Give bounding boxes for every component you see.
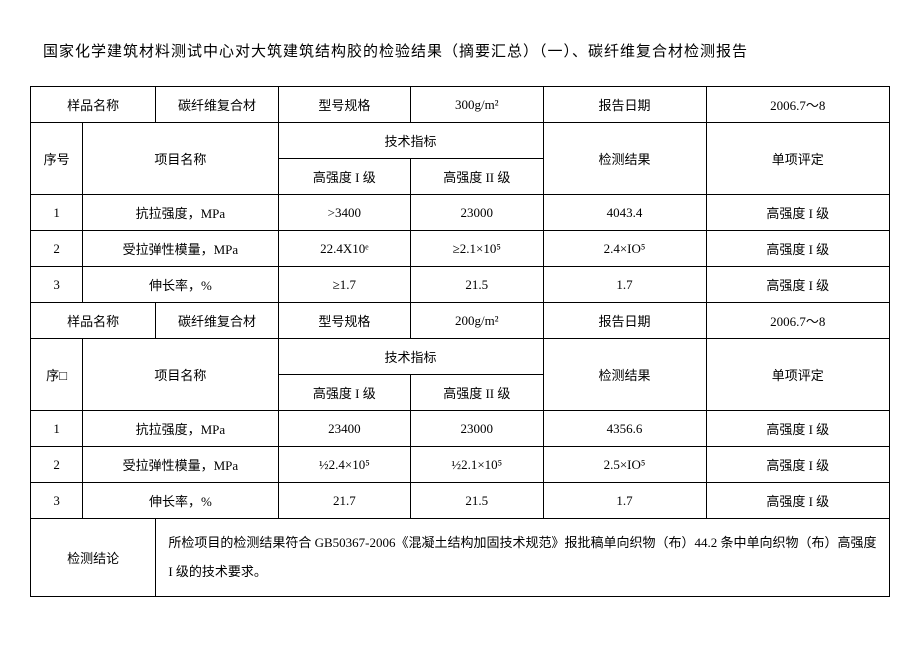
cell-g2: 21.5 [411,267,543,303]
label-test-result: 检测结果 [543,123,706,195]
sample-value: 碳纤维复合材 [156,87,278,123]
label-sample-name: 样品名称 [31,87,156,123]
label-grade1: 高强度 I 级 [278,375,410,411]
cell-g1: 21.7 [278,483,410,519]
label-single-eval: 单项评定 [706,123,889,195]
label-grade2: 高强度 II 级 [411,375,543,411]
date-value: 2006.7～8 [706,303,889,339]
label-grade1: 高强度 I 级 [278,159,410,195]
label-model-spec: 型号规格 [278,303,410,339]
cell-no: 3 [31,267,83,303]
cell-eval: 高强度 I 级 [706,195,889,231]
cell-g1: 23400 [278,411,410,447]
cell-no: 3 [31,483,83,519]
label-report-date: 报告日期 [543,303,706,339]
cell-g2: 23000 [411,411,543,447]
label-seq: 序□ [31,339,83,411]
label-conclusion: 检测结论 [31,519,156,597]
cell-name: 伸长率，% [83,483,278,519]
cell-eval: 高强度 I 级 [706,231,889,267]
label-sample-name: 样品名称 [31,303,156,339]
cell-name: 受拉弹性模量，MPa [83,447,278,483]
page-title: 国家化学建筑材料测试中心对大筑建筑结构胶的检验结果（摘要汇总）（一）、碳纤维复合… [43,40,895,61]
table-row: 1 抗拉强度，MPa >3400 23000 4043.4 高强度 I 级 [31,195,890,231]
cell-result: 2.5×IO⁵ [543,447,706,483]
cell-g1: ½2.4×10⁵ [278,447,410,483]
table-row: 3 伸长率，% 21.7 21.5 1.7 高强度 I 级 [31,483,890,519]
table-row: 序号 项目名称 技术指标 检测结果 单项评定 [31,123,890,159]
spec-value: 300g/m² [411,87,543,123]
cell-eval: 高强度 I 级 [706,411,889,447]
table-row: 序□ 项目名称 技术指标 检测结果 单项评定 [31,339,890,375]
table-row: 检测结论 所检项目的检测结果符合 GB50367-2006《混凝土结构加固技术规… [31,519,890,597]
cell-result: 4043.4 [543,195,706,231]
spec-value: 200g/m² [411,303,543,339]
table-row: 1 抗拉强度，MPa 23400 23000 4356.6 高强度 I 级 [31,411,890,447]
table-row: 2 受拉弹性模量，MPa 22.4X10ᵉ ≥2.1×10⁵ 2.4×IO⁵ 高… [31,231,890,267]
cell-result: 4356.6 [543,411,706,447]
table-row: 样品名称 碳纤维复合材 型号规格 200g/m² 报告日期 2006.7～8 [31,303,890,339]
cell-g2: ≥2.1×10⁵ [411,231,543,267]
report-table: 样品名称 碳纤维复合材 型号规格 300g/m² 报告日期 2006.7～8 序… [30,86,890,597]
label-item-name: 项目名称 [83,339,278,411]
label-tech-spec: 技术指标 [278,339,543,375]
cell-name: 抗拉强度，MPa [83,411,278,447]
cell-g1: 22.4X10ᵉ [278,231,410,267]
cell-no: 2 [31,447,83,483]
label-tech-spec: 技术指标 [278,123,543,159]
cell-eval: 高强度 I 级 [706,267,889,303]
cell-name: 伸长率，% [83,267,278,303]
cell-no: 1 [31,195,83,231]
table-row: 样品名称 碳纤维复合材 型号规格 300g/m² 报告日期 2006.7～8 [31,87,890,123]
cell-name: 抗拉强度，MPa [83,195,278,231]
cell-no: 1 [31,411,83,447]
cell-result: 2.4×IO⁵ [543,231,706,267]
label-test-result: 检测结果 [543,339,706,411]
table-row: 3 伸长率，% ≥1.7 21.5 1.7 高强度 I 级 [31,267,890,303]
conclusion-text: 所检项目的检测结果符合 GB50367-2006《混凝土结构加固技术规范》报批稿… [156,519,890,597]
cell-result: 1.7 [543,483,706,519]
date-value: 2006.7～8 [706,87,889,123]
label-single-eval: 单项评定 [706,339,889,411]
cell-g2: 21.5 [411,483,543,519]
label-item-name: 项目名称 [83,123,278,195]
cell-no: 2 [31,231,83,267]
cell-result: 1.7 [543,267,706,303]
cell-eval: 高强度 I 级 [706,483,889,519]
cell-g2: ½2.1×10⁵ [411,447,543,483]
cell-name: 受拉弹性模量，MPa [83,231,278,267]
label-model-spec: 型号规格 [278,87,410,123]
label-report-date: 报告日期 [543,87,706,123]
label-seq: 序号 [31,123,83,195]
cell-eval: 高强度 I 级 [706,447,889,483]
sample-value: 碳纤维复合材 [156,303,278,339]
table-row: 2 受拉弹性模量，MPa ½2.4×10⁵ ½2.1×10⁵ 2.5×IO⁵ 高… [31,447,890,483]
cell-g2: 23000 [411,195,543,231]
cell-g1: >3400 [278,195,410,231]
label-grade2: 高强度 II 级 [411,159,543,195]
cell-g1: ≥1.7 [278,267,410,303]
